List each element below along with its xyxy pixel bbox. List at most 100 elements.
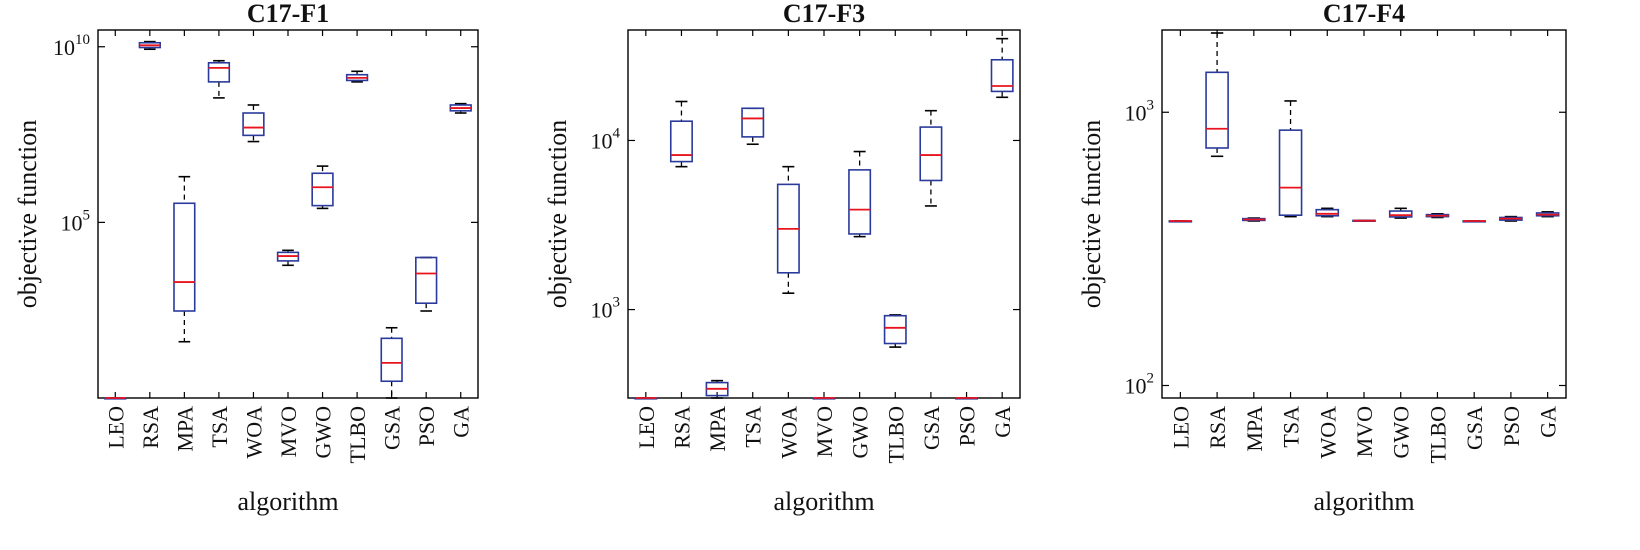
box-pso — [415, 256, 438, 312]
axes-frame — [1161, 29, 1567, 399]
category-label-pso: PSO — [414, 406, 439, 446]
category-label-leo: LEO — [634, 406, 659, 449]
category-label-tlbo: TLBO — [345, 406, 370, 463]
category-label-leo: LEO — [1168, 406, 1193, 449]
iqr-box — [1388, 210, 1413, 218]
category-label-leo: LEO — [103, 406, 128, 449]
y-tick-label: 103 — [591, 295, 621, 323]
iqr-box — [669, 120, 693, 163]
category-label-tlbo: TLBO — [883, 406, 908, 463]
category-label-rsa: RSA — [1205, 406, 1230, 449]
y-tick-label: 103 — [1125, 97, 1155, 125]
iqr-box — [883, 314, 907, 345]
box-woa — [1315, 207, 1340, 218]
y-axis-label: objective function — [13, 120, 42, 308]
iqr-box — [415, 256, 438, 305]
box-mvo — [276, 249, 300, 267]
iqr-box — [1315, 208, 1340, 217]
box-tsa — [741, 107, 765, 146]
category-label-woa: WOA — [1315, 406, 1340, 459]
category-label-tsa: TSA — [1279, 406, 1304, 448]
category-label-tsa: TSA — [741, 406, 766, 448]
y-axis-label: objective function — [1077, 120, 1106, 308]
axes-frame — [627, 29, 1021, 399]
category-label-woa: WOA — [241, 406, 266, 459]
category-label-rsa: RSA — [138, 406, 163, 449]
category-label-gsa: GSA — [380, 406, 405, 450]
box-rsa — [1205, 32, 1229, 158]
box-ga — [449, 102, 472, 114]
box-tlbo — [1425, 212, 1450, 219]
iqr-box — [1278, 129, 1303, 216]
category-label-ga: GA — [990, 406, 1015, 438]
box-pso — [1499, 215, 1523, 222]
box-leo — [634, 397, 658, 400]
box-gwo — [1388, 207, 1413, 219]
y-tick-label: 104 — [591, 125, 621, 153]
box-mpa — [1242, 217, 1266, 222]
box-mpa — [705, 379, 729, 399]
x-axis-label: algorithm — [1313, 487, 1414, 516]
x-axis-label: algorithm — [237, 487, 338, 516]
iqr-box — [311, 172, 334, 207]
iqr-box — [990, 58, 1014, 93]
chart-panel-c17-f4: C17-F4 102 103 objective function LEO RSA MPA T… — [1077, 0, 1567, 516]
box-woa — [776, 165, 800, 294]
category-label-rsa: RSA — [669, 406, 694, 449]
box-ga — [990, 37, 1014, 99]
box-ga — [1535, 211, 1560, 218]
iqr-box — [741, 107, 765, 138]
box-mvo — [812, 397, 836, 400]
category-label-gsa: GSA — [1462, 406, 1487, 450]
box-gsa — [919, 109, 943, 207]
iqr-box — [1205, 71, 1229, 149]
box-tsa — [207, 59, 231, 99]
box-tsa — [1278, 100, 1303, 218]
y-axis-label: objective function — [543, 120, 572, 308]
box-gsa — [1462, 220, 1487, 223]
box-leo — [104, 397, 127, 400]
iqr-box — [919, 126, 943, 182]
box-mvo — [1352, 219, 1376, 222]
category-label-mvo: MVO — [1352, 406, 1377, 457]
category-label-pso: PSO — [1499, 406, 1524, 446]
category-label-tlbo: TLBO — [1425, 406, 1450, 463]
chart-panel-c17-f1: C17-F1 105 1010 objective function LEO RSA MPA… — [13, 0, 479, 516]
category-label-gwo: GWO — [848, 406, 873, 459]
category-label-mpa: MPA — [705, 406, 730, 452]
y-tick-label: 1010 — [53, 32, 90, 60]
iqr-box — [207, 61, 231, 83]
category-label-pso: PSO — [955, 406, 980, 446]
box-gwo — [311, 165, 334, 210]
category-label-ga: GA — [1536, 406, 1561, 438]
axes-frame — [97, 29, 479, 399]
box-rsa — [669, 100, 693, 168]
box-rsa — [138, 40, 161, 51]
category-label-gwo: GWO — [311, 406, 336, 459]
chart-title: C17-F3 — [783, 0, 865, 28]
chart-title: C17-F4 — [1323, 0, 1405, 28]
y-tick-label: 105 — [61, 207, 91, 235]
x-axis-label: algorithm — [773, 487, 874, 516]
category-label-mpa: MPA — [172, 406, 197, 452]
box-pso — [955, 397, 979, 400]
category-label-mvo: MVO — [812, 406, 837, 457]
box-mpa — [173, 175, 196, 343]
box-gwo — [848, 150, 872, 238]
category-label-woa: WOA — [776, 406, 801, 459]
chart-title: C17-F1 — [247, 0, 329, 28]
category-label-gsa: GSA — [919, 406, 944, 450]
category-label-mpa: MPA — [1242, 406, 1267, 452]
box-woa — [242, 104, 265, 143]
chart-panel-c17-f3: C17-F3 103 104 objective function LEO RSA MPA T… — [543, 0, 1021, 516]
box-tlbo — [345, 70, 369, 83]
category-label-tsa: TSA — [207, 406, 232, 448]
iqr-box — [380, 337, 403, 383]
box-gsa — [380, 326, 403, 399]
category-label-ga: GA — [449, 406, 474, 438]
y-tick-label: 102 — [1125, 370, 1155, 398]
category-label-mvo: MVO — [276, 406, 301, 457]
box-tlbo — [883, 314, 907, 348]
iqr-box — [242, 112, 265, 137]
